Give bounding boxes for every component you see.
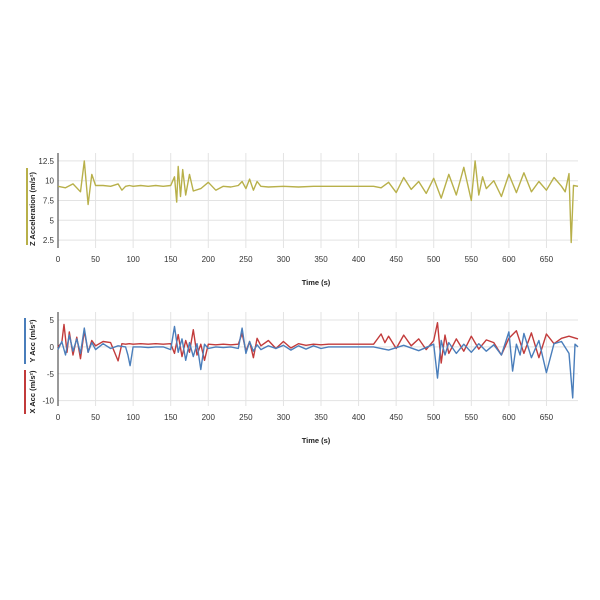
z-x-tick-label: 50 — [91, 255, 100, 264]
xy-chart-series — [57, 322, 579, 399]
xy-x-tick-label: 600 — [502, 413, 516, 422]
xy-x-tick-label: 450 — [389, 413, 403, 422]
xy-acceleration-chart: -10 -5 0 5 0 50 100 150 200 250 300 350 400 450 500 55… — [24, 312, 579, 445]
z-chart-x-ticks: 0 50 100 150 200 250 300 350 400 450 500 550 600 650 — [56, 255, 554, 264]
z-chart-x-axis-label: Time (s) — [302, 278, 331, 287]
xy-chart-x-ticks: 0 50 100 150 200 250 300 350 400 450 500 550 600 650 — [56, 413, 554, 422]
xy-x-tick-label: 400 — [352, 413, 366, 422]
xy-x-tick-label: 500 — [427, 413, 441, 422]
xy-y-tick-label: 5 — [50, 316, 55, 325]
y-acc-axis-label: Y Acc (m/s²) — [28, 319, 37, 362]
z-y-tick-label: 2.5 — [43, 236, 55, 245]
z-x-tick-label: 400 — [352, 255, 366, 264]
x-acc-axis-label: X Acc (m/s²) — [28, 370, 37, 414]
z-x-tick-label: 500 — [427, 255, 441, 264]
z-x-tick-label: 300 — [277, 255, 291, 264]
z-chart-y-axis-label: Z Acceleration (m/s²) — [28, 172, 37, 246]
xy-x-tick-label: 550 — [465, 413, 479, 422]
z-acceleration-chart: 2.5 5 7.5 10 12.5 0 50 100 150 200 250 300 350 400 45… — [26, 153, 579, 287]
z-x-tick-label: 600 — [502, 255, 516, 264]
z-y-tick-label: 10 — [45, 177, 54, 186]
xy-x-tick-label: 300 — [277, 413, 291, 422]
xy-series-line-1 — [57, 325, 579, 399]
xy-y-tick-label: 0 — [50, 343, 55, 352]
xy-x-tick-label: 350 — [314, 413, 328, 422]
xy-x-tick-label: 0 — [56, 413, 61, 422]
xy-x-tick-label: 250 — [239, 413, 253, 422]
z-x-tick-label: 350 — [314, 255, 328, 264]
z-y-tick-label: 12.5 — [38, 157, 54, 166]
xy-chart-x-axis-label: Time (s) — [302, 436, 331, 445]
z-x-tick-label: 450 — [389, 255, 403, 264]
xy-x-tick-label: 650 — [540, 413, 554, 422]
z-x-tick-label: 250 — [239, 255, 253, 264]
z-x-tick-label: 650 — [540, 255, 554, 264]
xy-y-tick-label: -5 — [47, 370, 55, 379]
z-x-tick-label: 200 — [202, 255, 216, 264]
xy-x-tick-label: 50 — [91, 413, 100, 422]
z-y-tick-label: 7.5 — [43, 197, 55, 206]
xy-y-tick-label: -10 — [42, 397, 54, 406]
xy-x-tick-label: 150 — [164, 413, 178, 422]
xy-series-line-0 — [57, 322, 579, 364]
z-x-tick-label: 100 — [126, 255, 140, 264]
z-chart-ylabel-marker — [26, 168, 28, 245]
z-x-tick-label: 150 — [164, 255, 178, 264]
xy-chart-y-ticks: -10 -5 0 5 — [42, 316, 54, 406]
y-acc-ylabel-marker — [24, 318, 26, 364]
x-acc-ylabel-marker — [24, 370, 26, 414]
z-chart-y-ticks: 2.5 5 7.5 10 12.5 — [38, 157, 54, 245]
xy-chart-grid — [57, 312, 578, 406]
z-chart-series — [57, 160, 579, 244]
xy-x-tick-label: 100 — [126, 413, 140, 422]
xy-x-tick-label: 200 — [202, 413, 216, 422]
z-y-tick-label: 5 — [50, 216, 55, 225]
z-series-line-0 — [57, 160, 579, 244]
z-x-tick-label: 550 — [465, 255, 479, 264]
z-x-tick-label: 0 — [56, 255, 61, 264]
z-chart-grid — [57, 153, 578, 248]
